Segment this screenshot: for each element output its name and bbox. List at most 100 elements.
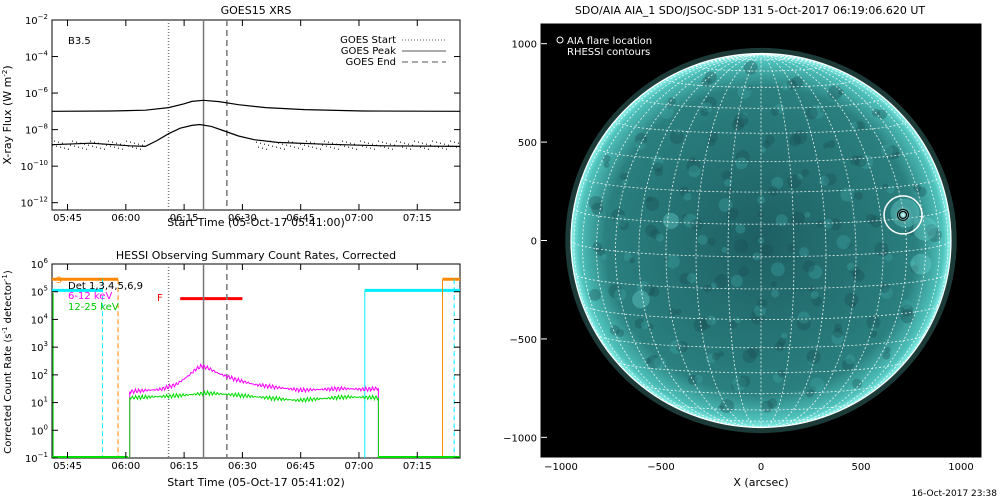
aia-x-tick-label: 0: [758, 462, 764, 473]
aia-disk-texture: [711, 282, 718, 289]
goes-noise-dot: [356, 148, 357, 150]
aia-disk-texture: [910, 264, 919, 273]
aia-disk-texture: [614, 288, 627, 301]
aia-disk-texture: [797, 311, 810, 324]
aia-heliographic-grid: [570, 52, 952, 429]
aia-x-axis: −1000 −500 0 500 1000: [544, 451, 974, 473]
goes-noise-dot: [332, 142, 333, 144]
aia-disk-texture: [916, 186, 927, 197]
aia-disk-texture: [877, 109, 887, 120]
aia-disk-texture: [770, 262, 785, 277]
aia-disk-texture: [700, 108, 709, 117]
x-tick-label: 06:15: [170, 213, 199, 224]
goes-noise-dot: [104, 148, 105, 150]
aia-disk-texture: [706, 315, 717, 326]
aia-disk-texture: [729, 320, 738, 329]
aia-disk-texture: [852, 378, 862, 389]
goes-noise-dot: [404, 142, 405, 144]
aia-disk-texture: [808, 358, 815, 365]
goes-noise-dot: [428, 148, 429, 150]
x-tick-label: 06:00: [111, 461, 140, 472]
rhessi-contour: [897, 208, 909, 221]
aia-disk-texture: [836, 235, 851, 250]
goes-noise-dot: [402, 146, 403, 148]
x-tick-label: 05:45: [53, 213, 82, 224]
goes-noise-dot: [306, 140, 307, 142]
goes-noise-dot: [326, 145, 327, 147]
y-tick-label: 10−1: [25, 451, 48, 465]
x-tick-label: 07:15: [403, 213, 432, 224]
aia-disk-texture: [823, 218, 834, 229]
goes-noise-dot: [408, 143, 409, 145]
goes-noise-dot: [302, 148, 303, 150]
aia-latitude-line: [698, 416, 824, 422]
aia-disk-texture: [757, 298, 768, 309]
aia-disk-texture: [735, 157, 748, 170]
goes-noise-dot: [432, 140, 433, 142]
goes-noise-dot: [290, 145, 291, 147]
aia-longitude-line: [760, 53, 926, 425]
aia-disk-texture: [664, 256, 670, 263]
aia-disk-texture: [721, 170, 732, 181]
goes-noise-dot: [72, 140, 73, 142]
aia-x-tick-label: 1000: [948, 462, 973, 473]
goes-noise-dot: [80, 142, 81, 144]
goes-noise-dot: [314, 142, 315, 144]
goes-noise-dot: [344, 145, 345, 147]
goes-noise-dot: [86, 148, 87, 150]
aia-disk-texture: [679, 186, 690, 197]
goes-noise-dot: [118, 147, 119, 149]
aia-disk-texture: [810, 104, 825, 119]
goes-noise-dot: [334, 147, 335, 149]
aia-disk-texture: [757, 211, 764, 218]
goes-noise-dot: [426, 143, 427, 145]
aia-disk-texture: [686, 158, 701, 173]
aia-disk-texture: [747, 346, 760, 359]
goes-noise-dot: [444, 143, 445, 145]
aia-disk-texture: [646, 354, 661, 369]
hessi-legend-12-25: 12-25 keV: [68, 302, 119, 313]
goes-noise-dot: [92, 145, 93, 147]
goes-noise-dot: [406, 147, 407, 149]
hessi-x-label: Start Time (05-Oct-17 05:41:02): [167, 476, 345, 489]
aia-disk-texture: [884, 346, 891, 353]
aia-longitude-line: [695, 53, 762, 428]
aia-legend-contours: RHESSI contours: [567, 47, 650, 58]
aia-disk-texture: [686, 273, 697, 284]
aia-disk-texture: [588, 288, 601, 301]
x-tick-label: 07:00: [345, 213, 374, 224]
goes-noise-dot: [394, 144, 395, 146]
aia-disk-texture: [704, 96, 717, 109]
goes-noise-dot: [414, 140, 415, 142]
goes-y-label: X-ray Flux (W m-2): [1, 65, 14, 164]
aia-disk-texture: [712, 352, 720, 361]
aia-disk-texture: [827, 140, 836, 149]
aia-disk-texture: [834, 323, 843, 332]
goes-noise-dot: [448, 144, 449, 146]
goes-noise-dot: [366, 146, 367, 148]
goes-noise-dot: [54, 140, 55, 142]
goes-noise-dot: [416, 145, 417, 147]
aia-disk-texture: [850, 301, 857, 308]
goes-noise-dot: [298, 147, 299, 149]
aia-disk-texture: [724, 178, 733, 187]
y-tick-label: 10−2: [25, 13, 48, 27]
aia-flare-location-circle: [883, 195, 923, 235]
goes-noise-dot: [66, 143, 67, 145]
aia-disk-texture: [844, 292, 859, 307]
goes-noise-dot: [132, 146, 133, 148]
aia-active-region: [910, 253, 932, 275]
goes-noise-dot: [438, 146, 439, 148]
y-tick-label: 10−4: [25, 50, 49, 64]
aia-disk-texture: [778, 337, 786, 346]
aia-disk-texture: [635, 139, 646, 150]
aia-active-region: [663, 212, 679, 229]
goes-x-label: Start Time (05-Oct-17 05:41:00): [167, 216, 345, 229]
aia-disk-texture: [925, 223, 938, 236]
aia-flare-glow: [891, 202, 915, 227]
hessi-y-axis: 106 105 104 103 102 101 100 10−1: [25, 257, 460, 465]
aia-disk-texture: [732, 118, 745, 131]
goes-noise-dot: [374, 148, 375, 150]
goes-noise-dot: [454, 141, 455, 143]
goes-noise-dot: [110, 145, 111, 147]
